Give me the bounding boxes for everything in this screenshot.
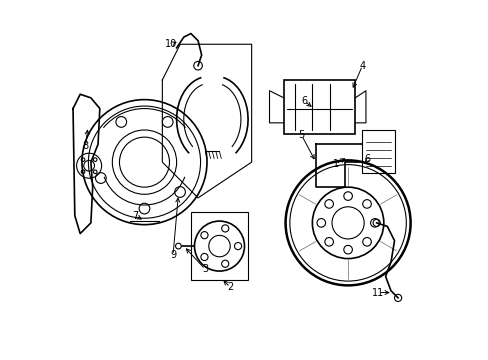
Text: 9: 9 xyxy=(170,250,176,260)
FancyBboxPatch shape xyxy=(190,212,247,280)
Circle shape xyxy=(175,243,181,249)
Text: 4: 4 xyxy=(359,61,365,71)
Text: 6: 6 xyxy=(364,154,370,164)
Text: 8: 8 xyxy=(82,141,88,151)
Text: 11: 11 xyxy=(371,288,384,297)
Text: 5: 5 xyxy=(298,130,304,140)
Text: 3: 3 xyxy=(202,264,208,274)
FancyBboxPatch shape xyxy=(283,80,354,134)
Text: 10: 10 xyxy=(165,39,177,49)
Text: 2: 2 xyxy=(226,282,233,292)
FancyBboxPatch shape xyxy=(362,130,394,173)
Text: 1: 1 xyxy=(332,159,338,169)
Text: 6: 6 xyxy=(301,96,307,107)
Text: 7: 7 xyxy=(132,211,139,221)
